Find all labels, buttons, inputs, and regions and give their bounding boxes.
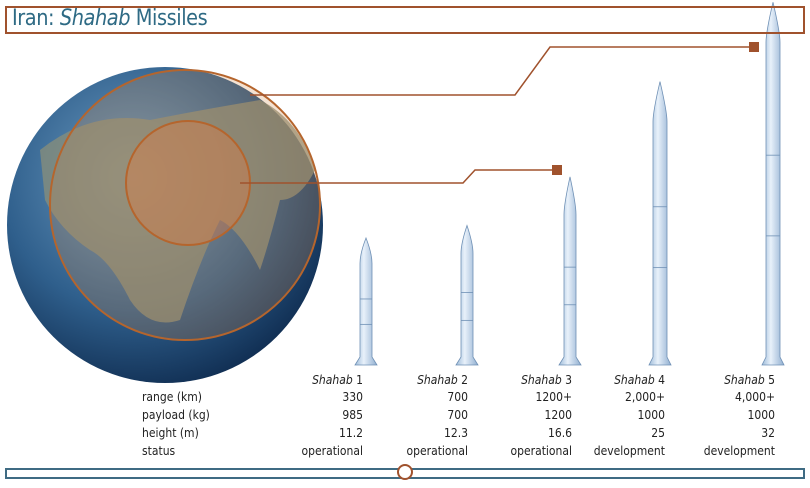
globe [7,67,323,383]
cell-height: 12.3 [443,426,468,440]
missile-name: Shahab 1 [312,373,363,387]
row-label: payload (kg) [142,408,210,422]
range-outer [49,69,321,341]
row-label: height (m) [142,426,199,440]
cell-payload: 700 [447,408,468,422]
missile-name: Shahab 3 [521,373,572,387]
row-label: range (km) [142,390,203,404]
leader-line-inner [240,169,555,184]
cell-status: development [703,444,775,458]
cell-height: 11.2 [338,426,363,440]
title-box [5,6,805,34]
cell-range: 700 [447,390,468,404]
cell-status: development [593,444,665,458]
row-label: status [142,444,176,458]
cell-range: 4,000+ [735,390,775,404]
cell-payload: 985 [342,408,363,422]
cell-range: 330 [342,390,363,404]
cell-status: operational [301,444,363,458]
page-title: Iran: Shahab Missiles [12,6,208,31]
leader-marker-outer [749,42,759,52]
missile-name: Shahab 5 [724,373,775,387]
rocket-5 [761,2,785,366]
missile-name: Shahab 4 [614,373,665,387]
rocket-3 [558,176,582,366]
rocket-4 [648,81,672,366]
cell-height: 32 [761,426,775,440]
slider-knob[interactable] [397,464,413,480]
leader-line-outer [250,46,755,96]
rocket-2 [455,224,479,366]
cell-payload: 1200 [544,408,572,422]
cell-payload: 1000 [637,408,665,422]
cell-status: operational [406,444,468,458]
cell-height: 25 [651,426,665,440]
missile-name: Shahab 2 [417,373,468,387]
cell-range: 1200+ [535,390,572,404]
cell-height: 16.6 [547,426,572,440]
range-inner [125,120,251,246]
cell-range: 2,000+ [625,390,665,404]
rocket-1 [354,236,378,366]
cell-status: operational [510,444,572,458]
cell-payload: 1000 [747,408,775,422]
leader-marker-inner [552,165,562,175]
